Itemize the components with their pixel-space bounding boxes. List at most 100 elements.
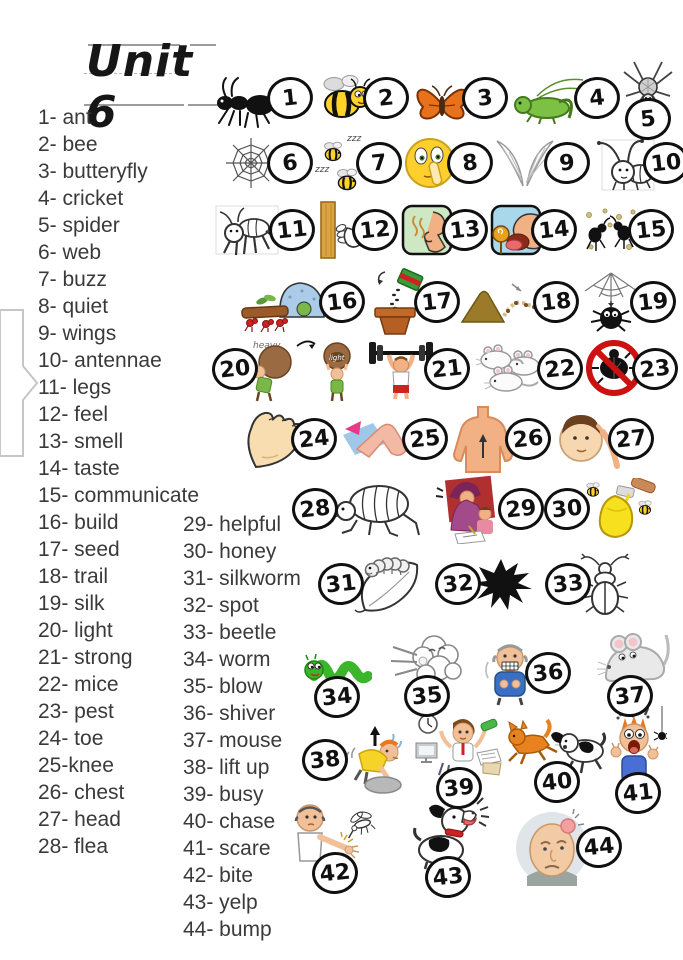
word-list-item: 1- ant [38,106,92,129]
picture-item-buzz: zzz zzz 7 [313,132,405,194]
picture-item-feel: 12 [315,200,401,260]
handwriting-guide-line [84,73,182,74]
head-icon [551,408,621,470]
word-list-item: 26- chest [38,781,125,804]
word-list-item: 20- light [38,619,113,642]
picture-item-pest: 23 [583,340,681,398]
picture-row-4: 16 17 18 19 [240,268,679,336]
word-list-item: 35- blow [183,675,263,698]
word-list-item: 21- strong [38,646,133,669]
word-list-item: 41- scare [183,837,271,860]
picture-item-butterfly: 3 [409,69,511,127]
svg-text:zzz: zzz [346,134,361,144]
word-list-left: 1- ant 2- bee 3- butteryfly 4- cricket 5- sp… [38,104,199,860]
picture-row-5: 20 heavy light 21 22 23 [209,336,681,402]
helpful-icon [425,474,511,545]
picture-item-trail: 18 [460,276,582,328]
picture-item-cricket: 4 [509,72,622,125]
word-list-item: 36- shiver [183,702,276,725]
handwriting-guide-line [88,44,180,46]
word-list-item: 18- trail [38,565,109,588]
picture-row-7: 28 29 30 [289,474,657,545]
word-list-item: 27- head [38,808,121,831]
ants-building-icon [240,271,332,333]
picture-row-8: 31 32 33 [315,552,632,616]
picture-item-shiver: 36 [482,640,574,706]
honey-pot-icon [577,476,657,540]
picture-item-yelp: 43 [407,796,489,901]
handwriting-guide-line [84,104,184,106]
picture-item-legs: 11 [212,202,318,258]
picture-item-mouse: 37 [588,629,672,720]
picture-item-lift-up: 38 [299,726,413,794]
word-list-item: 5- spider [38,214,120,237]
picture-item-spot: 32 [432,556,534,612]
beetle-icon [578,552,632,616]
picture-row-11: 42 43 44 [290,796,625,901]
picture-item-seed: 17 [365,268,463,336]
picture-item-communicate: 15 [577,203,677,257]
word-list-item: 19- silk [38,592,105,615]
picture-item-mice: 22 [470,341,586,397]
picture-item-build: 16 [240,271,368,333]
unit-title-text: Unit 6 [86,36,194,138]
word-list-item: 14- taste [38,457,120,480]
word-list-item: 2- bee [38,133,98,156]
side-tab-arrow-icon [0,309,39,457]
word-list-item: 29- helpful [183,513,282,536]
picture-item-worm: 34 [302,628,373,721]
word-list-right: 29- helpful 30- honey 31- silkworm 32- spot… [183,511,301,943]
word-list-item: 43- yelp [183,891,258,914]
picture-row-3: 11 12 13 14 15 [212,200,677,260]
word-list-item: 39- busy [183,783,264,806]
heavy-light-icon: heavy light [245,336,365,402]
word-list-item: 22- mice [38,673,119,696]
dog-chasing-cat-icon [505,717,609,775]
picture-item-spider: 5 [620,56,676,143]
spider-silk-icon [579,271,643,333]
picture-item-wings: 9 [493,136,593,190]
word-list-item: 37- mouse [183,729,283,752]
word-list-item: 40- chase [183,810,276,833]
word-list-item: 30- honey [183,540,277,563]
picture-item-quiet: 8 [402,134,496,192]
head-bump-icon [515,808,589,886]
word-list-item: 28- flea [38,835,109,858]
picture-row-10: 38 39 40 41 [299,706,671,817]
word-list-item: 16- build [38,511,119,534]
picture-item-taste: 14 [488,202,579,258]
word-list-item: 44- bump [183,918,272,941]
strongman-icon [365,339,437,400]
buzzing-bees-icon: zzz zzz [313,132,369,194]
picture-item-scare: 41 [609,706,671,817]
word-list-item: 12- feel [38,403,109,426]
word-list-item: 17- seed [38,538,120,561]
side-tab-handle[interactable] [0,308,40,458]
picture-item-light: 20 heavy light [209,336,365,402]
picture-item-blow: 35 [389,629,465,720]
picture-item-silkworm: 31 [315,552,423,616]
word-list-item: 4- cricket [38,187,124,210]
picture-item-smell: 13 [399,202,490,258]
handwriting-guide-line [190,44,216,46]
word-list-item: 10- antennae [38,349,162,372]
picture-row-2: 6 zzz zzz 7 8 9 10 [222,132,683,194]
seed-pot-icon [365,268,427,336]
word-list-item: 33- beetle [183,621,277,644]
word-list-item: 42- bite [183,864,254,887]
cricket-icon [509,72,587,125]
mouse-icon [588,629,672,689]
picture-item-strong: 21 [365,339,473,400]
picture-item-ant: 1 [210,67,316,129]
svg-text:heavy: heavy [253,341,281,351]
chest-icon [448,404,518,474]
worm-icon [302,628,373,690]
picture-item-beetle: 33 [542,552,632,616]
word-list-item: 23- pest [38,700,114,723]
picture-item-busy: 39 [413,711,505,812]
word-list-item: 25-knee [38,754,114,777]
svg-text:zzz: zzz [314,165,329,175]
word-list-item: 7- buzz [38,268,107,291]
